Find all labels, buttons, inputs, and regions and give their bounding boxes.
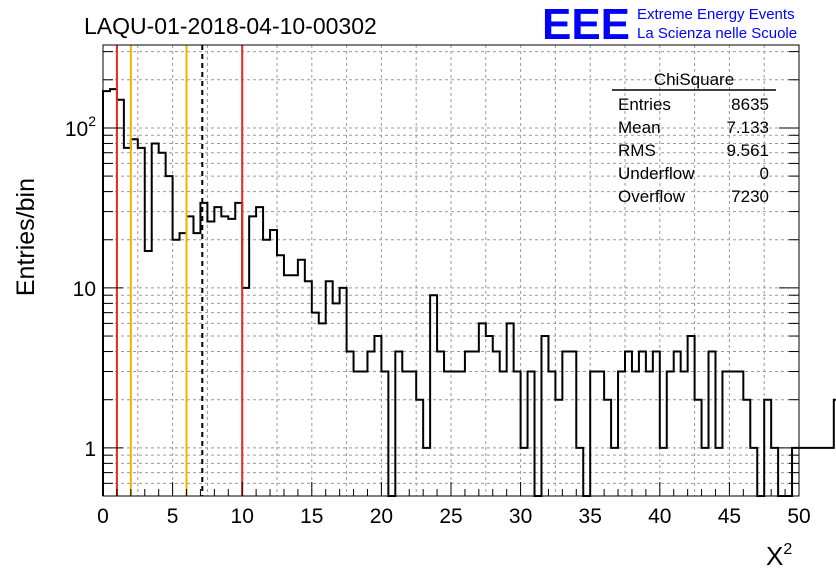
x-axis-label-sup: 2 <box>783 541 792 558</box>
x-tick-label: 45 <box>718 505 741 528</box>
stats-row-value: 9.561 <box>726 141 769 160</box>
y-tick-label: 10 <box>73 278 96 301</box>
logo-line-1: Extreme Energy Events <box>637 6 795 23</box>
eee-logo: EEE <box>542 0 630 49</box>
stats-row-value: 7230 <box>731 187 769 206</box>
logo-line-2: La Scienza nelle Scuole <box>637 25 797 42</box>
x-axis-label-main: X <box>766 541 783 571</box>
x-tick-label: 15 <box>300 505 323 528</box>
x-tick-label: 40 <box>648 505 671 528</box>
stats-row-value: 7.133 <box>726 118 769 137</box>
x-axis-label: X2 <box>766 541 792 571</box>
x-tick-label: 0 <box>97 505 109 528</box>
y-tick-label-exp: 2 <box>88 113 96 129</box>
stats-row-label: Entries <box>618 95 671 114</box>
y-axis-label: Entries/bin <box>12 178 40 296</box>
x-tick-label: 20 <box>370 505 393 528</box>
stats-box: ChiSquare Entries 8635 Mean 7.133 RMS 9.561 Un… <box>612 70 776 206</box>
grid-lines <box>103 45 799 496</box>
x-tick-label: 50 <box>787 505 810 528</box>
x-tick-label: 30 <box>509 505 532 528</box>
marker-lines <box>115 45 244 496</box>
stats-row-label: Underflow <box>618 164 695 183</box>
stats-row-label: RMS <box>618 141 656 160</box>
x-tick-label: 35 <box>579 505 602 528</box>
y-tick-label: 1 <box>84 438 96 461</box>
y-tick-label: 102 <box>65 113 96 141</box>
y-tick-label-base: 10 <box>65 118 88 141</box>
chart-title: LAQU-01-2018-04-10-00302 <box>84 13 377 39</box>
stats-row-value: 0 <box>760 164 769 183</box>
stats-row-label: Overflow <box>618 187 686 206</box>
x-tick-label: 25 <box>439 505 462 528</box>
x-tick-label: 10 <box>231 505 254 528</box>
x-tick-label: 5 <box>167 505 179 528</box>
stats-title: ChiSquare <box>654 70 734 89</box>
stats-row-label: Mean <box>618 118 661 137</box>
stats-row-value: 8635 <box>731 95 769 114</box>
